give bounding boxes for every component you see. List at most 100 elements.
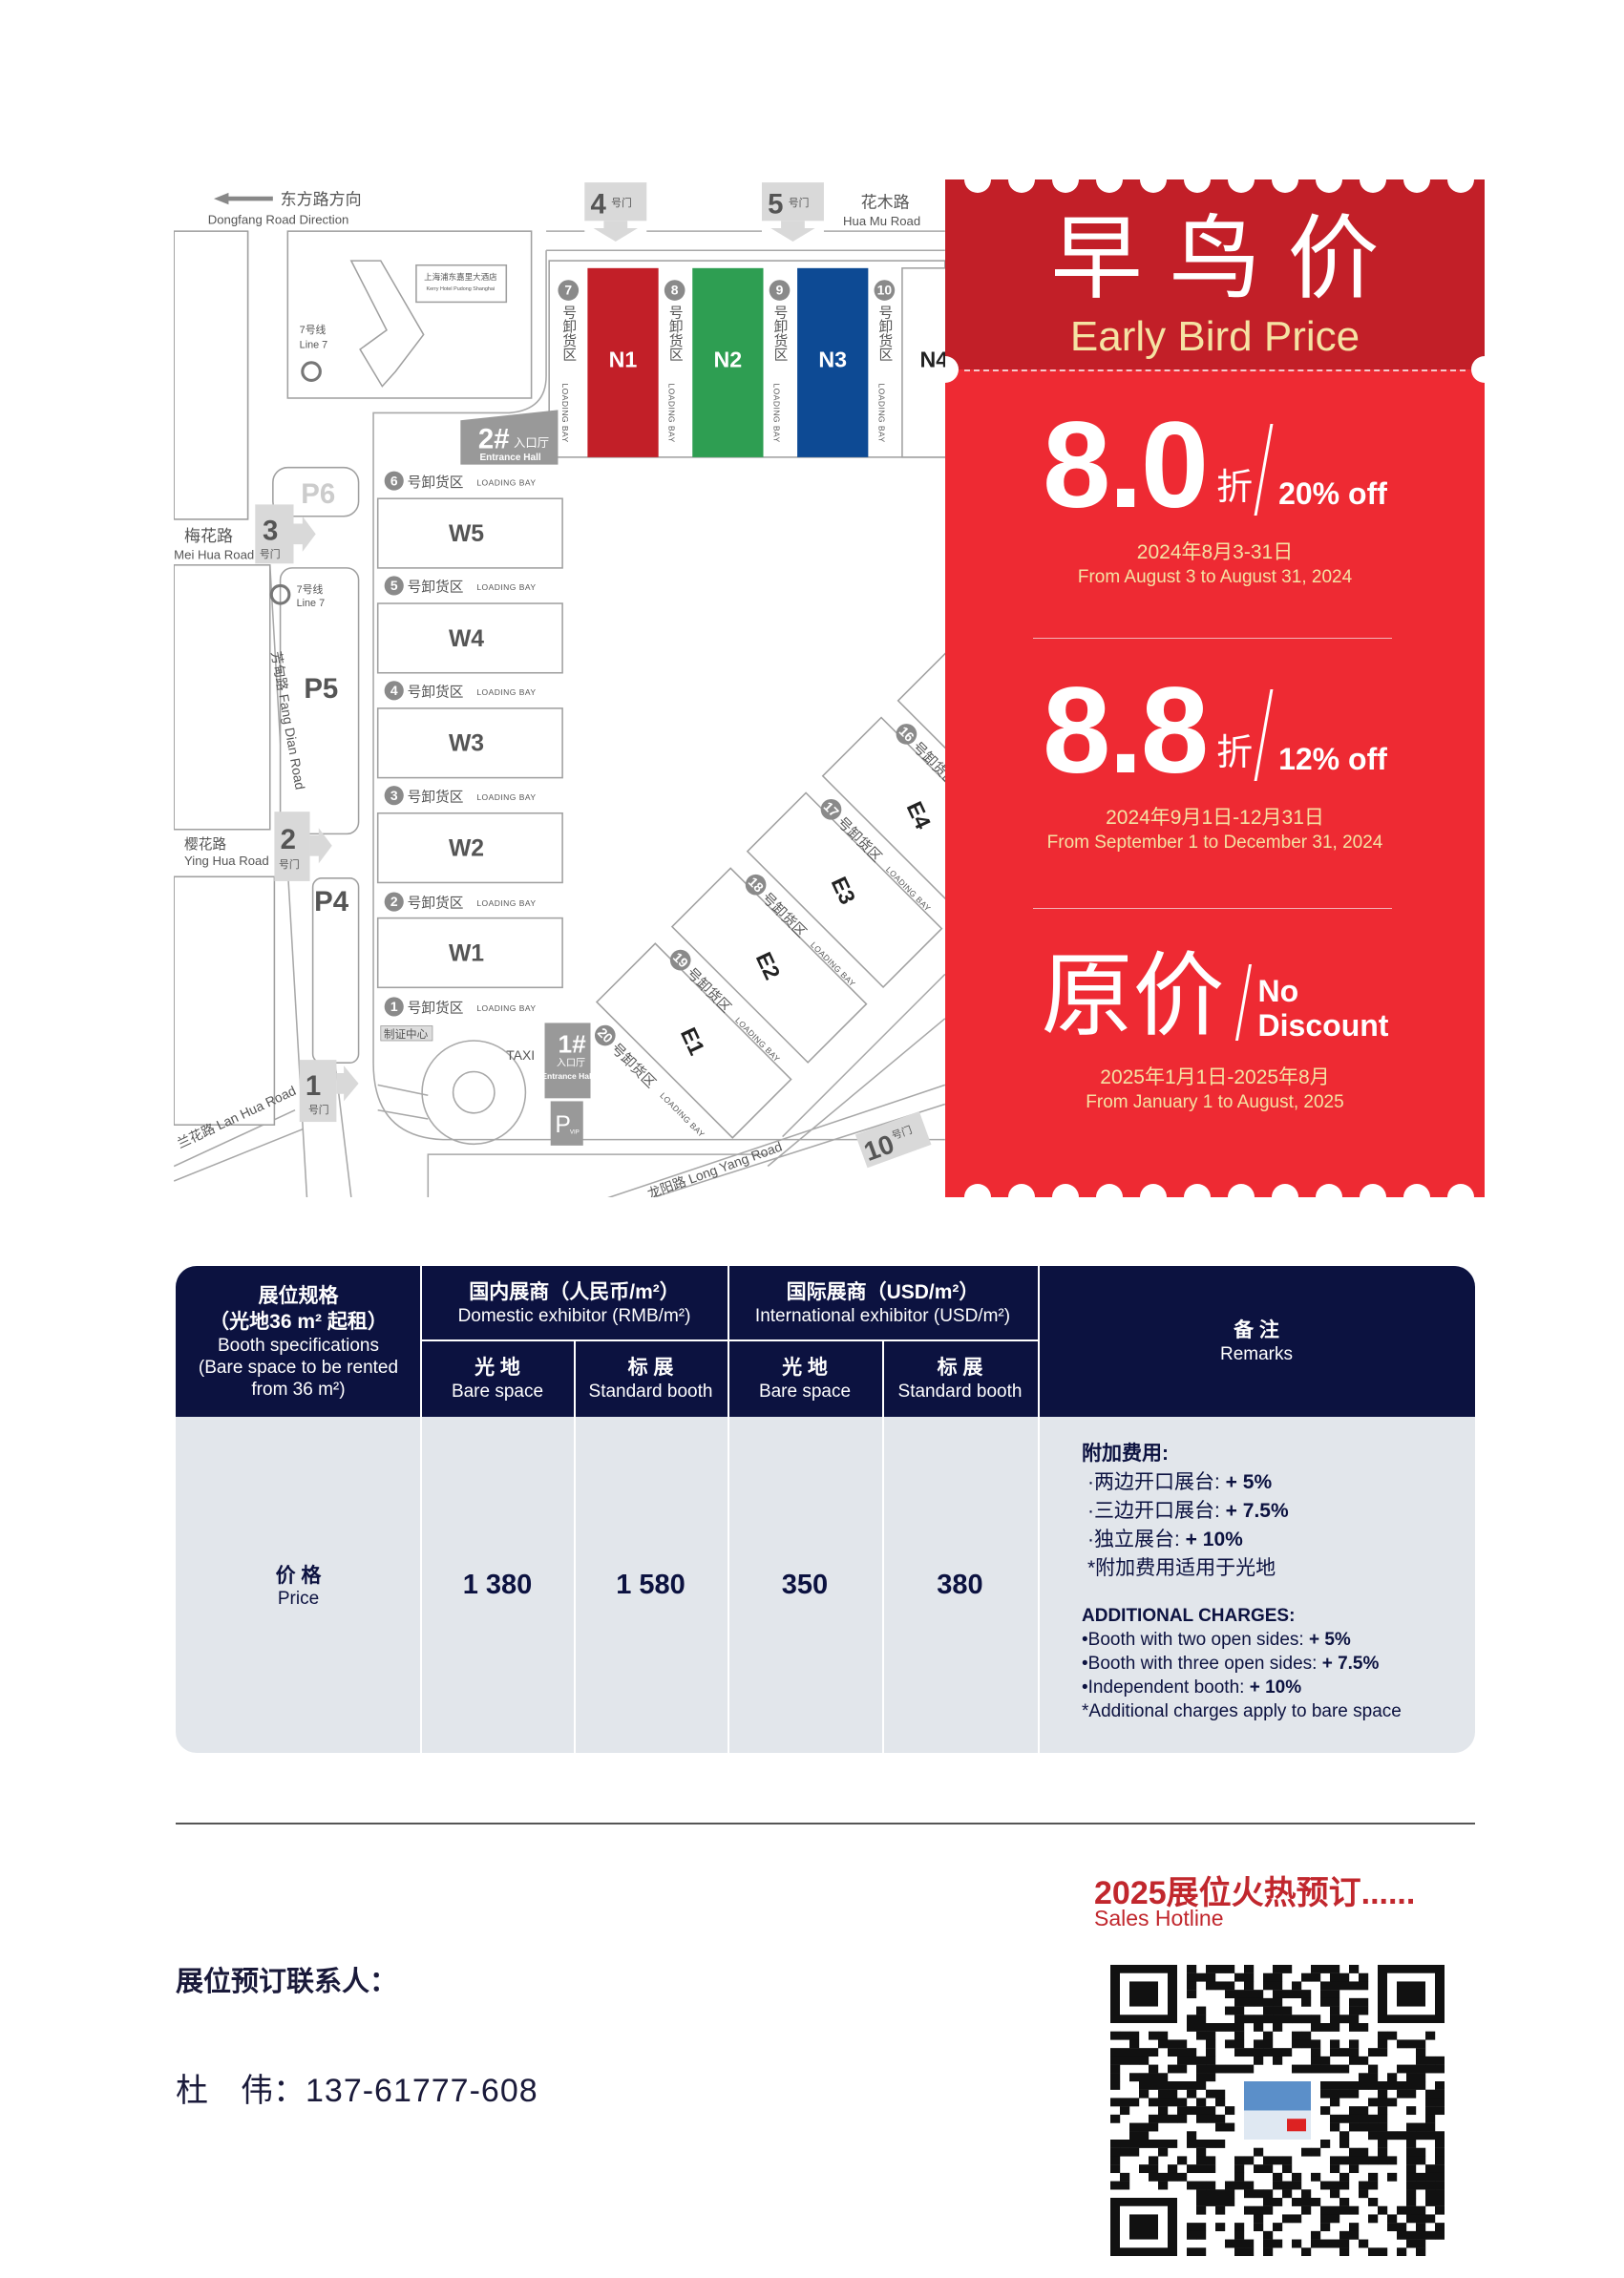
qr-module <box>1311 2056 1321 2065</box>
qr-module <box>1129 2073 1140 2082</box>
qr-module <box>1301 1997 1312 2007</box>
hall-w3[interactable] <box>376 707 563 779</box>
qr-code[interactable] <box>1110 1965 1445 2256</box>
hall-w5[interactable] <box>376 497 563 569</box>
qr-module <box>1215 1965 1226 1973</box>
qr-module <box>1129 2048 1140 2057</box>
longyang-road-label: 龙阳路 Long Yang Road <box>645 1138 784 1197</box>
qr-module <box>1234 2006 1245 2015</box>
qr-module <box>1234 2230 1245 2240</box>
qr-module <box>1234 2156 1245 2165</box>
qr-module <box>1292 2031 1302 2040</box>
entrance-hall-1[interactable]: 1# 入口厅 Entrance Hall <box>541 1023 594 1099</box>
svg-text:号卸货区: 号卸货区 <box>772 306 788 362</box>
qr-module <box>1196 2164 1207 2174</box>
qr-module <box>1330 2081 1340 2090</box>
qr-module <box>1196 2140 1207 2148</box>
hall-n1[interactable] <box>587 267 659 457</box>
qr-module <box>1244 1990 1255 1999</box>
qr-module <box>1139 2048 1149 2057</box>
qr-module <box>1273 2014 1283 2024</box>
qr-module <box>1196 2189 1207 2199</box>
metro-label: 7号线 <box>297 582 324 596</box>
qr-module <box>1187 2131 1197 2141</box>
qr-module <box>1435 2140 1445 2148</box>
qr-module <box>1196 2098 1207 2107</box>
qr-module <box>1387 2031 1398 2040</box>
qr-module <box>1206 2073 1216 2082</box>
qr-module <box>1187 2230 1197 2240</box>
hall-e3[interactable]: E3 <box>746 791 943 989</box>
qr-module <box>1330 2089 1340 2099</box>
hall-n4-label: N4 <box>920 347 945 371</box>
qr-module <box>1120 2172 1130 2182</box>
qr-module <box>1273 1981 1283 1991</box>
hall-e1[interactable]: E1 <box>595 942 792 1139</box>
qr-module <box>1406 2081 1417 2090</box>
scallop <box>1403 179 1430 193</box>
qr-module <box>1139 2081 1149 2090</box>
qr-module <box>1330 1990 1340 1999</box>
qr-module <box>1149 2098 1159 2107</box>
qr-module <box>1225 1990 1235 1999</box>
qr-module <box>1435 2147 1445 2157</box>
svg-text:3: 3 <box>263 516 278 547</box>
qr-module <box>1139 2056 1149 2065</box>
qr-module <box>1254 1997 1264 2007</box>
qr-module <box>1263 2205 1274 2215</box>
qr-module <box>1244 2239 1255 2248</box>
hall-w2[interactable] <box>376 812 563 884</box>
metro-station-1: 7号线 Line 7 <box>300 323 327 382</box>
qr-module <box>1215 2064 1226 2074</box>
hall-w1[interactable] <box>376 917 563 989</box>
qr-module <box>1330 2098 1340 2107</box>
hall-n3[interactable] <box>797 267 869 457</box>
qr-module <box>1206 2023 1216 2032</box>
scallop <box>1096 179 1123 193</box>
qr-module <box>1435 2056 1445 2065</box>
svg-text:1#: 1# <box>558 1029 586 1058</box>
qr-module <box>1263 2239 1274 2248</box>
qr-module <box>1416 2048 1426 2057</box>
qr-module <box>1406 2172 1417 2182</box>
badge-center: 制证中心 <box>380 1025 433 1042</box>
svg-text:号门: 号门 <box>789 196 810 209</box>
tear-line <box>964 369 1466 371</box>
qr-module <box>1225 2006 1235 2015</box>
svg-text:VIP: VIP <box>570 1128 580 1135</box>
qr-module <box>1206 2064 1216 2074</box>
entrance-hall-2[interactable]: 2# 入口厅 Entrance Hall <box>460 410 559 465</box>
qr-module <box>1273 2023 1283 2032</box>
qr-module <box>1425 2189 1436 2199</box>
qr-module <box>1301 2064 1312 2074</box>
svg-text:入口厅: 入口厅 <box>514 436 549 450</box>
qr-module <box>1177 2056 1188 2065</box>
qr-module <box>1349 2056 1360 2065</box>
qr-module <box>1244 2156 1255 2165</box>
hall-n2[interactable] <box>692 267 764 457</box>
qr-module <box>1282 2214 1293 2224</box>
qr-module <box>1406 2039 1417 2049</box>
qr-module <box>1168 2172 1178 2182</box>
roundabout <box>377 1040 527 1146</box>
hall-w4[interactable] <box>376 602 563 674</box>
qr-module <box>1263 2039 1274 2049</box>
hall-n4[interactable] <box>901 267 945 458</box>
qr-module <box>1311 2023 1321 2032</box>
hall-e4[interactable]: E4 <box>821 716 945 914</box>
svg-text:4: 4 <box>390 683 398 698</box>
qr-module <box>1387 2073 1398 2082</box>
qr-module <box>1129 1981 1158 2007</box>
qr-module <box>1129 2140 1140 2148</box>
qr-module <box>1292 2039 1302 2049</box>
svg-text:2: 2 <box>281 824 296 855</box>
qr-module <box>1215 2205 1226 2215</box>
qr-module <box>1339 2131 1350 2141</box>
hall-e2[interactable]: E2 <box>670 867 868 1064</box>
qr-module <box>1301 2205 1312 2215</box>
qr-module <box>1263 1997 1274 2007</box>
qr-module <box>1196 2064 1207 2074</box>
contact-phone[interactable]: 137-61777-608 <box>306 2073 538 2109</box>
qr-module <box>1339 2156 1350 2165</box>
